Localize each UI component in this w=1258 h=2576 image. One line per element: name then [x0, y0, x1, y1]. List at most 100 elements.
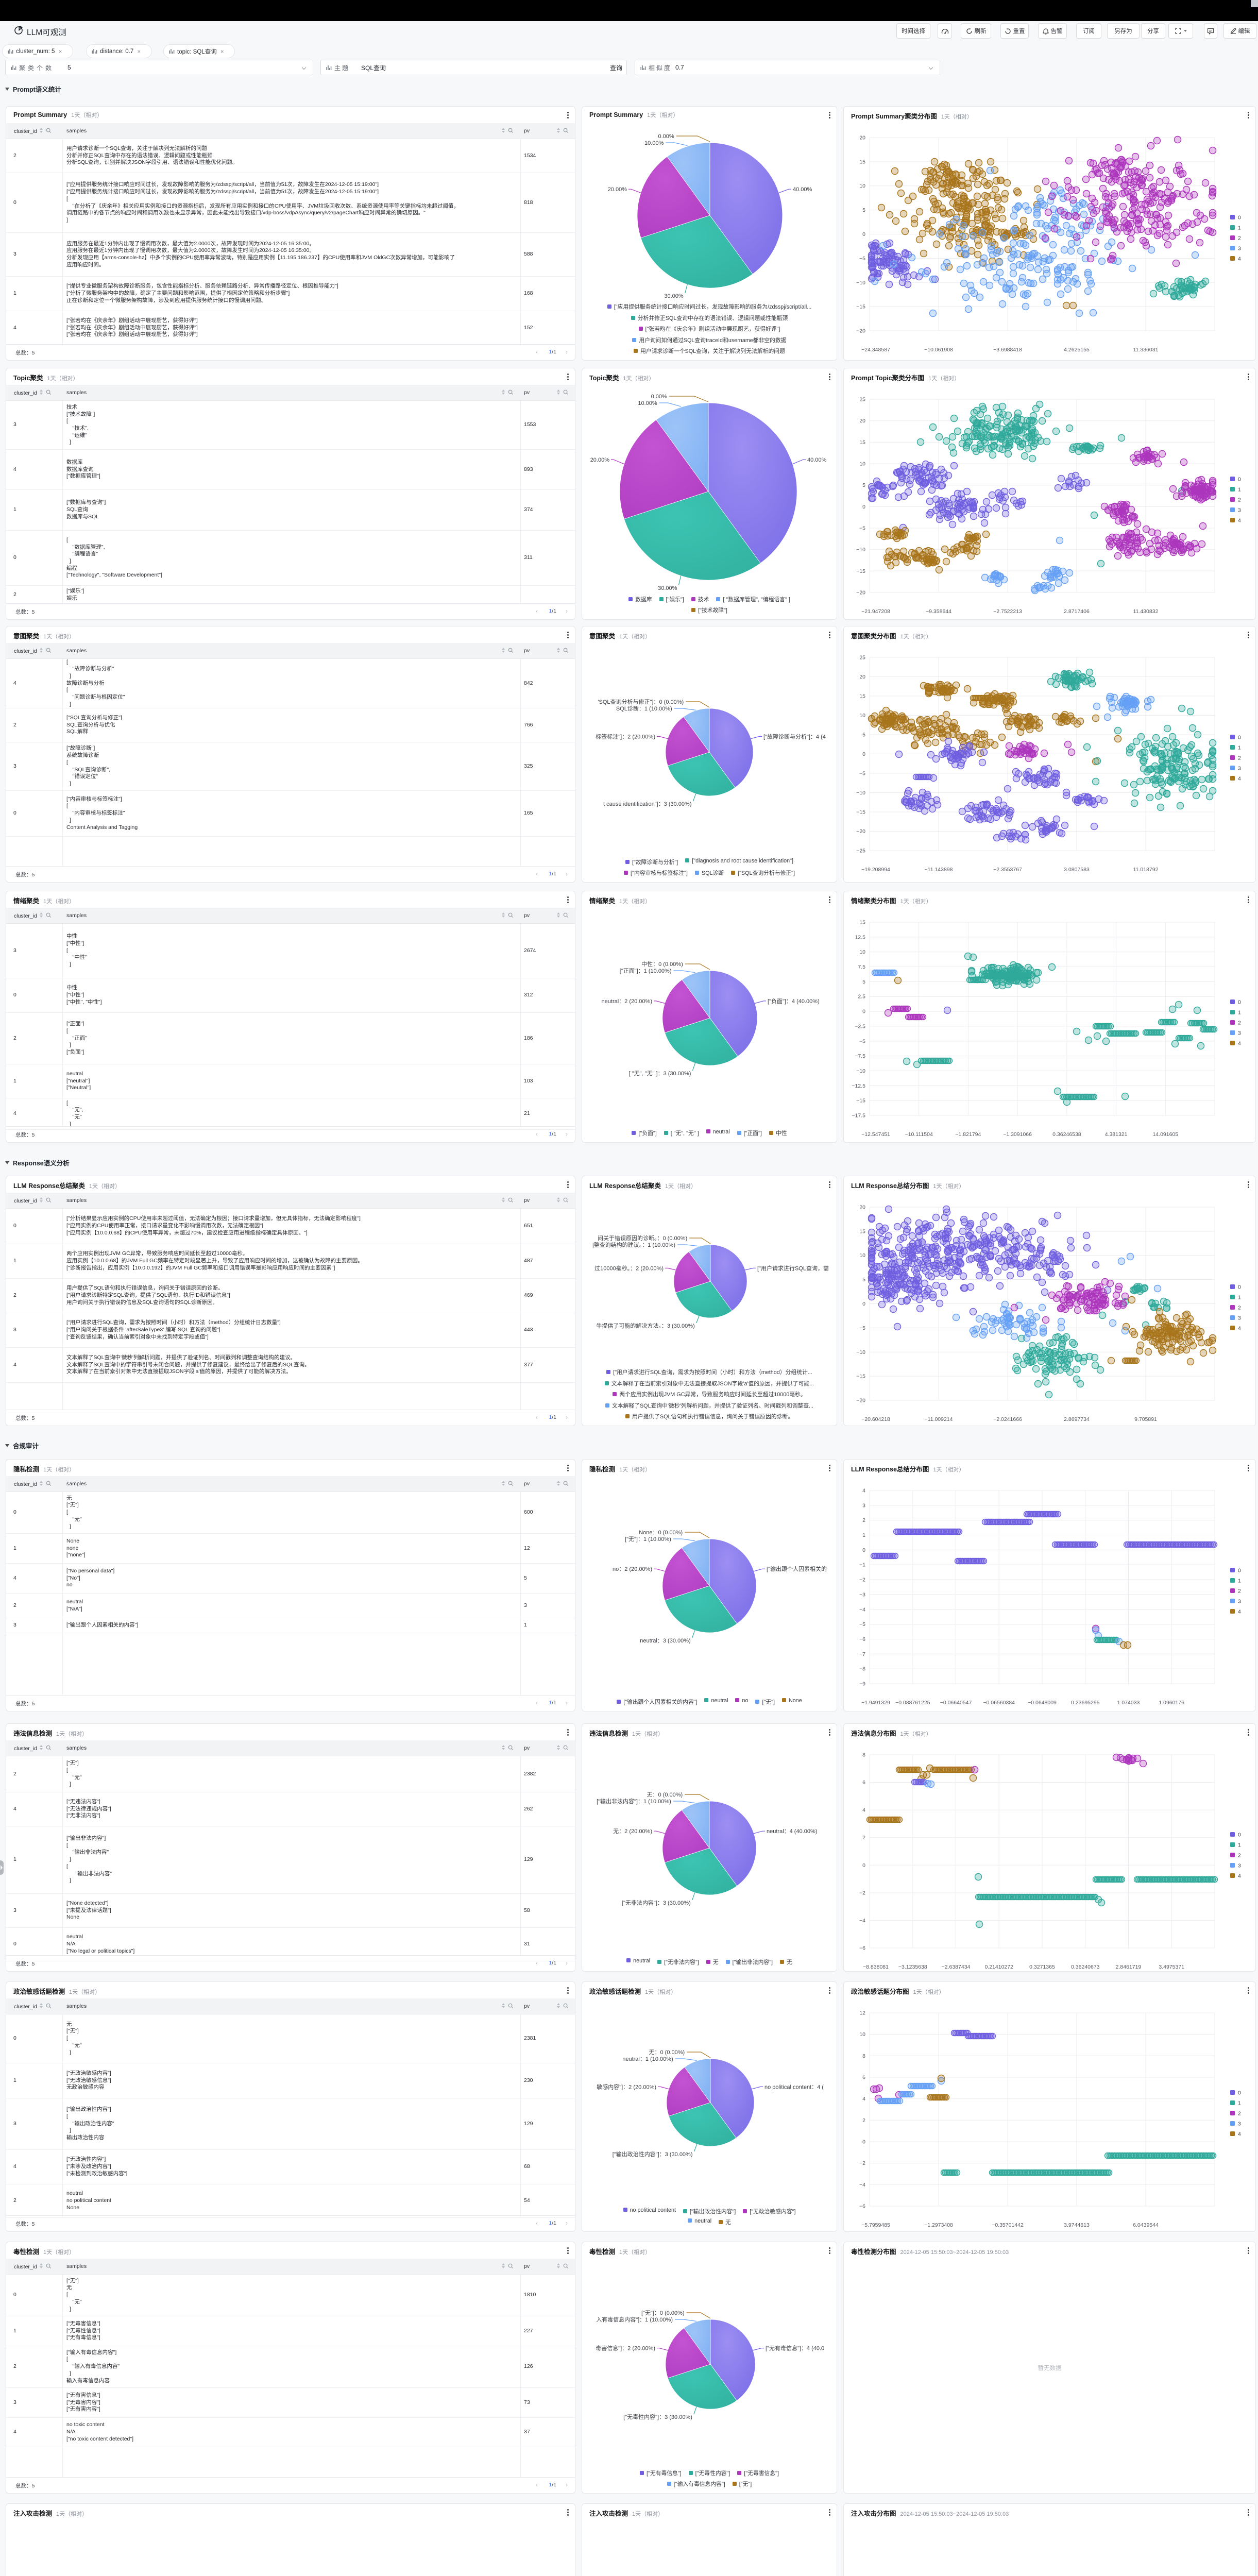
- svg-text:问关于错误原因的诊断。：0 (0.00%): 问关于错误原因的诊断。：0 (0.00%): [598, 1234, 687, 1242]
- svg-text:30.00%: 30.00%: [658, 585, 677, 591]
- svg-text:0: 0: [862, 504, 865, 510]
- svg-text:10.00%: 10.00%: [638, 400, 657, 406]
- svg-text:−3.6988418: −3.6988418: [993, 347, 1022, 353]
- svg-text:5: 5: [862, 979, 865, 985]
- svg-text:4: 4: [1238, 256, 1241, 262]
- svg-text:20: 20: [859, 418, 865, 424]
- svg-text:14.091605: 14.091605: [1152, 1131, 1178, 1138]
- svg-text:["无非法内容"]：3 (30.00%): ["无非法内容"]：3 (30.00%): [622, 1899, 691, 1906]
- svg-text:4: 4: [1238, 1041, 1241, 1047]
- svg-text:15: 15: [859, 1228, 865, 1234]
- svg-text:−10: −10: [856, 280, 865, 286]
- svg-text:−17.5: −17.5: [852, 1113, 865, 1119]
- svg-text:4: 4: [1238, 1326, 1241, 1332]
- svg-text:neutral：4 (40.00%): neutral：4 (40.00%): [767, 1828, 817, 1835]
- svg-text:2: 2: [1238, 1853, 1241, 1859]
- svg-text:["输出跟个人因素相关的: ["输出跟个人因素相关的: [767, 1565, 827, 1572]
- svg-text:3.4975371: 3.4975371: [1159, 1964, 1184, 1970]
- svg-text:−19.208994: −19.208994: [861, 867, 890, 873]
- svg-text:1: 1: [1238, 1010, 1241, 1016]
- svg-text:5: 5: [862, 482, 865, 488]
- svg-text:20: 20: [859, 674, 865, 680]
- svg-text:4: 4: [1238, 776, 1241, 782]
- svg-text:["正面"]：1 (10.00%): ["正面"]：1 (10.00%): [620, 968, 672, 974]
- svg-text:−21.947208: −21.947208: [861, 608, 890, 615]
- svg-text:−4: −4: [859, 1918, 865, 1924]
- svg-text:10: 10: [859, 461, 865, 467]
- svg-text:4.381321: 4.381321: [1105, 1131, 1128, 1138]
- svg-text:5: 5: [862, 1277, 865, 1283]
- svg-text:−1: −1: [859, 1562, 865, 1568]
- svg-text:−3.1235638: −3.1235638: [898, 1964, 927, 1970]
- svg-text:0: 0: [1238, 215, 1241, 221]
- svg-text:0: 0: [1238, 1832, 1241, 1838]
- svg-text:−5.7959485: −5.7959485: [861, 2222, 890, 2228]
- svg-text:−1.821794: −1.821794: [955, 1131, 981, 1138]
- svg-text:0: 0: [862, 1301, 865, 1307]
- svg-text:−15: −15: [856, 809, 865, 816]
- svg-text:6.0439544: 6.0439544: [1133, 2222, 1159, 2228]
- svg-text:neutral：1 (10.00%): neutral：1 (10.00%): [622, 2056, 673, 2062]
- svg-text:−0.35701442: −0.35701442: [992, 2222, 1024, 2228]
- svg-text:neutral：2 (20.00%): neutral：2 (20.00%): [602, 998, 652, 1005]
- svg-text:过10000毫秒。：2 (20.00%): 过10000毫秒。：2 (20.00%): [594, 1264, 664, 1272]
- svg-text:3: 3: [1238, 1863, 1241, 1869]
- svg-text:−12.547451: −12.547451: [861, 1131, 890, 1138]
- svg-text:20: 20: [859, 1205, 865, 1211]
- svg-text:−5: −5: [859, 1621, 865, 1628]
- svg-text:0: 0: [862, 1862, 865, 1869]
- svg-text:1: 1: [1238, 2100, 1241, 2107]
- svg-text:−10: −10: [856, 1068, 865, 1074]
- svg-text:15: 15: [859, 439, 865, 446]
- svg-text:无：0 (0.00%): 无：0 (0.00%): [649, 2049, 685, 2056]
- svg-text:−6: −6: [859, 2204, 865, 2210]
- svg-text:−1.3091066: −1.3091066: [1003, 1131, 1032, 1138]
- svg-text:3: 3: [1238, 766, 1241, 772]
- svg-text:2: 2: [862, 1517, 865, 1523]
- svg-text:标签标注"]：2 (20.00%): 标签标注"]：2 (20.00%): [596, 733, 655, 740]
- svg-text:0.36246538: 0.36246538: [1052, 1131, 1081, 1138]
- svg-text:−15: −15: [856, 1374, 865, 1380]
- svg-text:t cause identification"]：3 (30: t cause identification"]：3 (30.00%): [603, 801, 691, 807]
- svg-text:−10.111504: −10.111504: [905, 1131, 933, 1138]
- svg-text:−7: −7: [859, 1651, 865, 1657]
- svg-text:0: 0: [1238, 735, 1241, 741]
- svg-text:3: 3: [862, 1502, 865, 1509]
- svg-text:−20.604218: −20.604218: [861, 1416, 890, 1422]
- svg-text:3: 3: [1238, 1030, 1241, 1037]
- svg-text:6: 6: [862, 1780, 865, 1786]
- svg-text:11.430832: 11.430832: [1133, 608, 1159, 615]
- svg-text:11.018792: 11.018792: [1133, 867, 1159, 873]
- svg-text:2: 2: [1238, 755, 1241, 761]
- svg-text:10: 10: [859, 2031, 865, 2038]
- svg-text:1: 1: [862, 1532, 865, 1538]
- svg-text:["用户请求进行SQL查询，需: ["用户请求进行SQL查询，需: [757, 1264, 829, 1272]
- svg-text:−2.3553767: −2.3553767: [993, 867, 1022, 873]
- svg-text:["输出政治性内容"]：3 (30.00%): ["输出政治性内容"]：3 (30.00%): [613, 2150, 693, 2158]
- svg-text:−4: −4: [859, 2182, 865, 2188]
- svg-text:0.36240673: 0.36240673: [1071, 1964, 1100, 1970]
- svg-text:2: 2: [1238, 497, 1241, 503]
- svg-text:0: 0: [862, 2139, 865, 2145]
- svg-text:0: 0: [862, 1547, 865, 1553]
- svg-text:−20: −20: [856, 590, 865, 596]
- svg-text:−12.5: −12.5: [852, 1083, 865, 1089]
- svg-text:no political content：4 (: no political content：4 (: [764, 2084, 824, 2090]
- svg-text:−8.838081: −8.838081: [863, 1964, 889, 1970]
- svg-text:2.8717406: 2.8717406: [1064, 608, 1090, 615]
- svg-text:2.8697734: 2.8697734: [1064, 1416, 1090, 1422]
- svg-text:−0.0648009: −0.0648009: [1028, 1700, 1057, 1706]
- svg-text:3: 3: [1238, 1315, 1241, 1321]
- svg-text:4: 4: [862, 1488, 865, 1494]
- svg-text:−15: −15: [856, 1098, 865, 1104]
- svg-text:−5: −5: [859, 771, 865, 777]
- svg-text:4: 4: [862, 1807, 865, 1814]
- svg-text:1: 1: [1238, 225, 1241, 231]
- svg-text:0.21410272: 0.21410272: [984, 1964, 1013, 1970]
- svg-text:2: 2: [1238, 1588, 1241, 1595]
- svg-text:−2.7522213: −2.7522213: [993, 608, 1022, 615]
- svg-text:40.00%: 40.00%: [793, 187, 812, 193]
- svg-text:8: 8: [862, 1752, 865, 1758]
- svg-text:−2: −2: [859, 2160, 865, 2166]
- svg-text:−3: −3: [859, 1591, 865, 1598]
